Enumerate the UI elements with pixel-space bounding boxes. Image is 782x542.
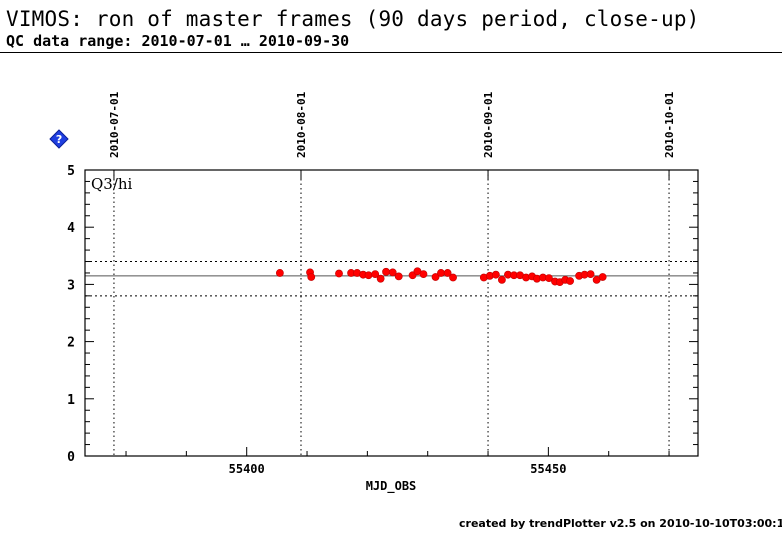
data-point: [335, 269, 343, 278]
page-subtitle: QC data range: 2010-07-01 … 2010-09-30: [6, 32, 350, 50]
data-point: [491, 270, 500, 279]
data-point: [371, 270, 380, 279]
data-point: [364, 271, 373, 280]
data-point: [394, 272, 403, 281]
axis-ticks: [85, 169, 698, 457]
data-point: [598, 273, 607, 281]
title-divider: [0, 52, 782, 53]
data-point: [443, 269, 452, 277]
y-tick-label: 2: [67, 336, 75, 351]
panel-label: Q3/hi: [91, 175, 133, 193]
y-tick-label: 3: [67, 278, 75, 293]
data-point: [307, 273, 316, 281]
plot-frame: [84, 169, 699, 457]
data-point: [437, 269, 445, 277]
data-point: [376, 274, 385, 283]
data-points: [275, 267, 607, 287]
x-tick-label: 55450: [530, 462, 566, 476]
y-tick-label: 5: [67, 164, 75, 179]
data-point: [382, 267, 390, 276]
data-point: [586, 270, 595, 279]
x-tick-label: 55400: [229, 462, 265, 476]
y-tick-label: 1: [67, 393, 75, 408]
data-point: [566, 277, 574, 285]
date-tick-label: 2010-10-01: [663, 91, 676, 158]
svg-text:?: ?: [56, 133, 62, 146]
axis-labels: 2010-07-01 2010-08-01 2010-09-01 2010-10-01…: [67, 91, 676, 476]
data-point: [498, 275, 506, 284]
y-tick-label: 4: [67, 221, 75, 236]
data-point: [419, 270, 428, 279]
y-tick-label: 0: [67, 450, 75, 465]
data-point: [388, 268, 397, 277]
grid-layer: [113, 170, 670, 456]
page-title: VIMOS: ron of master frames (90 days per…: [6, 7, 700, 31]
data-point: [275, 269, 284, 277]
date-tick-label: 2010-07-01: [108, 91, 121, 158]
x-axis-label: MJD_OBS: [366, 479, 417, 494]
data-point: [545, 274, 553, 283]
help-diamond-icon[interactable]: ?: [49, 129, 69, 149]
data-point: [431, 273, 440, 281]
footer-credit: created by trendPlotter v2.5 on 2010-10-…: [459, 517, 782, 530]
data-point: [449, 273, 457, 282]
date-tick-label: 2010-09-01: [482, 91, 495, 158]
date-tick-label: 2010-08-01: [295, 91, 308, 158]
